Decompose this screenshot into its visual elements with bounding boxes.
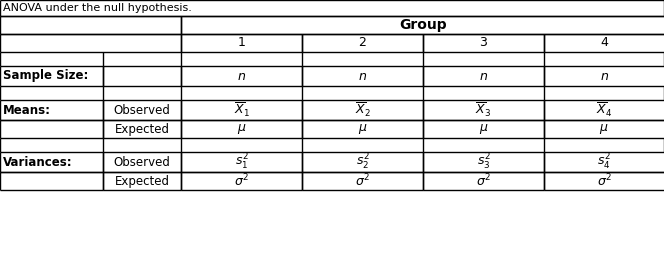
Text: Sample Size:: Sample Size: — [3, 69, 88, 83]
Text: Variances:: Variances: — [3, 155, 72, 169]
Text: $n$: $n$ — [479, 69, 488, 83]
Text: $\sigma^2$: $\sigma^2$ — [355, 173, 370, 189]
Text: $\sigma^2$: $\sigma^2$ — [234, 173, 249, 189]
Text: $s_2^2$: $s_2^2$ — [356, 152, 369, 172]
Text: $\overline{X}_1$: $\overline{X}_1$ — [234, 101, 250, 119]
Text: $n$: $n$ — [237, 69, 246, 83]
Text: $\sigma^2$: $\sigma^2$ — [476, 173, 491, 189]
Text: $n$: $n$ — [358, 69, 367, 83]
Text: $\mu$: $\mu$ — [237, 122, 246, 136]
Text: Observed: Observed — [114, 104, 171, 117]
Text: $\mu$: $\mu$ — [479, 122, 488, 136]
Text: $\overline{X}_2$: $\overline{X}_2$ — [355, 101, 371, 119]
Text: 1: 1 — [238, 37, 246, 49]
Text: 2: 2 — [359, 37, 367, 49]
Text: 4: 4 — [600, 37, 608, 49]
Text: ANOVA under the null hypothesis.: ANOVA under the null hypothesis. — [3, 3, 192, 13]
Text: Means:: Means: — [3, 104, 51, 117]
Text: $\mu$: $\mu$ — [600, 122, 609, 136]
Text: 3: 3 — [479, 37, 487, 49]
Text: $s_3^2$: $s_3^2$ — [477, 152, 490, 172]
Text: $\mu$: $\mu$ — [358, 122, 367, 136]
Text: Expected: Expected — [115, 175, 169, 188]
Text: $\sigma^2$: $\sigma^2$ — [597, 173, 612, 189]
Text: $n$: $n$ — [600, 69, 609, 83]
Text: $s_1^2$: $s_1^2$ — [235, 152, 248, 172]
Text: Expected: Expected — [115, 123, 169, 135]
Text: $s_4^2$: $s_4^2$ — [598, 152, 611, 172]
Text: $\overline{X}_4$: $\overline{X}_4$ — [596, 101, 612, 119]
Text: $\overline{X}_3$: $\overline{X}_3$ — [475, 101, 491, 119]
Text: Group: Group — [399, 18, 447, 32]
Text: Observed: Observed — [114, 155, 171, 169]
